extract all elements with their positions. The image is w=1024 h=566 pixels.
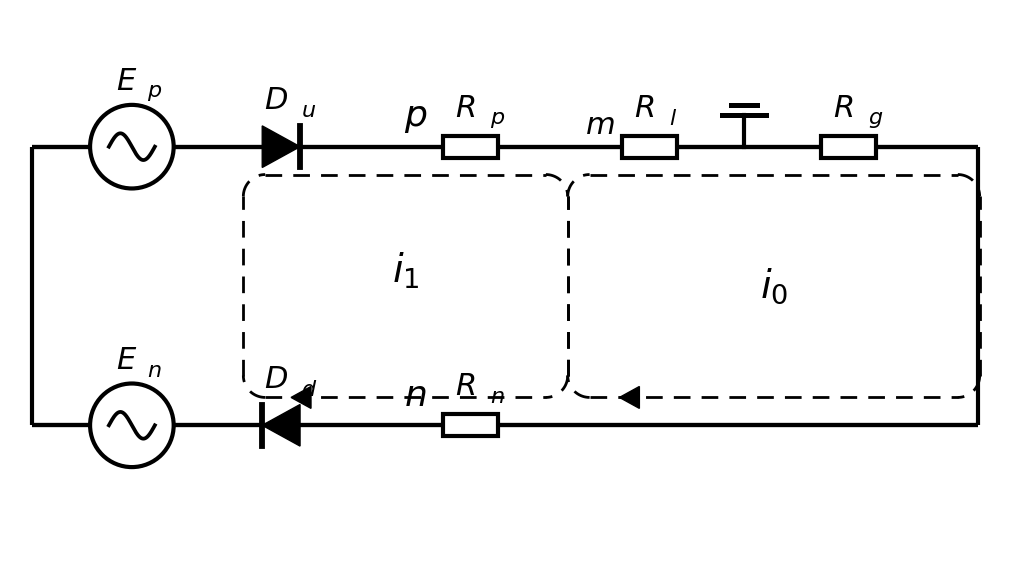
Polygon shape xyxy=(262,405,300,446)
Text: $\mathbf{\mathit{E}}$: $\mathbf{\mathit{E}}$ xyxy=(117,345,137,376)
Bar xyxy=(622,136,677,157)
Polygon shape xyxy=(620,387,639,409)
Text: $\mathit{i}_1$: $\mathit{i}_1$ xyxy=(392,251,420,291)
Bar xyxy=(442,414,498,436)
Text: $\mathbf{\mathit{p}}$: $\mathbf{\mathit{p}}$ xyxy=(403,101,427,135)
Circle shape xyxy=(90,105,174,188)
Text: $\mathbf{\mathit{D}}$: $\mathbf{\mathit{D}}$ xyxy=(264,85,288,116)
Text: $\mathbf{\mathit{n}}$: $\mathbf{\mathit{n}}$ xyxy=(146,359,162,381)
Text: $\mathbf{\mathit{n}}$: $\mathbf{\mathit{n}}$ xyxy=(404,379,427,413)
Text: $\mathbf{\mathit{m}}$: $\mathbf{\mathit{m}}$ xyxy=(585,110,614,141)
Bar xyxy=(821,136,876,157)
Text: $\mathbf{\mathit{E}}$: $\mathbf{\mathit{E}}$ xyxy=(117,66,137,97)
Text: $\mathbf{\mathit{p}}$: $\mathbf{\mathit{p}}$ xyxy=(146,81,162,103)
Text: $\mathbf{\mathit{R}}$: $\mathbf{\mathit{R}}$ xyxy=(455,93,475,124)
Text: $\mathbf{\mathit{R}}$: $\mathbf{\mathit{R}}$ xyxy=(834,93,854,124)
Text: $\mathbf{\mathit{n}}$: $\mathbf{\mathit{n}}$ xyxy=(490,387,505,409)
Text: $\mathbf{\mathit{R}}$: $\mathbf{\mathit{R}}$ xyxy=(455,371,475,402)
Text: $\mathit{i}_0$: $\mathit{i}_0$ xyxy=(760,266,787,306)
Text: $\mathbf{\mathit{d}}$: $\mathbf{\mathit{d}}$ xyxy=(301,379,317,401)
Text: $\mathbf{\mathit{D}}$: $\mathbf{\mathit{D}}$ xyxy=(264,363,288,395)
Circle shape xyxy=(90,384,174,467)
Polygon shape xyxy=(262,126,300,168)
Text: $\mathbf{\mathit{R}}$: $\mathbf{\mathit{R}}$ xyxy=(634,93,654,124)
Text: $\mathbf{\mathit{p}}$: $\mathbf{\mathit{p}}$ xyxy=(490,108,505,130)
Polygon shape xyxy=(291,387,311,409)
Text: $\mathbf{\mathit{l}}$: $\mathbf{\mathit{l}}$ xyxy=(670,108,677,130)
Text: $\mathbf{\mathit{g}}$: $\mathbf{\mathit{g}}$ xyxy=(868,108,884,130)
Text: $\mathbf{\mathit{u}}$: $\mathbf{\mathit{u}}$ xyxy=(301,100,316,122)
Bar xyxy=(442,136,498,157)
